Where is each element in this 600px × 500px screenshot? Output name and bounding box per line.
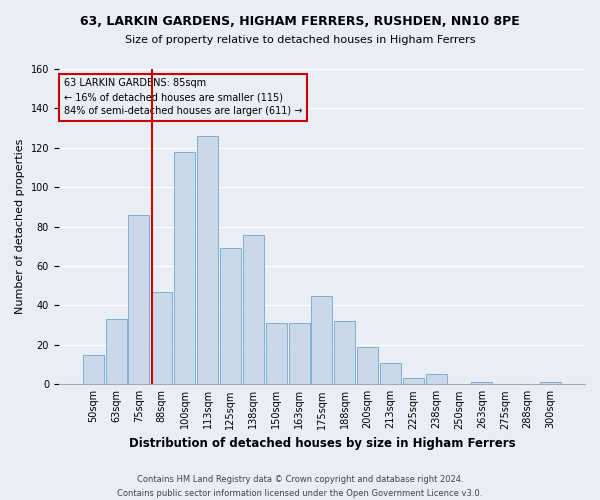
Bar [426, 374, 447, 384]
Bar [243, 234, 264, 384]
Bar [174, 152, 195, 384]
Bar [472, 382, 493, 384]
Bar [403, 378, 424, 384]
X-axis label: Distribution of detached houses by size in Higham Ferrers: Distribution of detached houses by size … [128, 437, 515, 450]
Bar [220, 248, 241, 384]
Bar [128, 215, 149, 384]
Bar [151, 292, 172, 384]
Bar [311, 296, 332, 384]
Text: Size of property relative to detached houses in Higham Ferrers: Size of property relative to detached ho… [125, 35, 475, 45]
Text: 63, LARKIN GARDENS, HIGHAM FERRERS, RUSHDEN, NN10 8PE: 63, LARKIN GARDENS, HIGHAM FERRERS, RUSH… [80, 15, 520, 28]
Bar [334, 321, 355, 384]
Bar [266, 323, 287, 384]
Bar [289, 323, 310, 384]
Bar [83, 354, 104, 384]
Bar [540, 382, 561, 384]
Y-axis label: Number of detached properties: Number of detached properties [15, 139, 25, 314]
Bar [106, 320, 127, 384]
Bar [380, 362, 401, 384]
Bar [357, 347, 378, 385]
Bar [197, 136, 218, 384]
Text: 63 LARKIN GARDENS: 85sqm
← 16% of detached houses are smaller (115)
84% of semi-: 63 LARKIN GARDENS: 85sqm ← 16% of detach… [64, 78, 302, 116]
Text: Contains HM Land Registry data © Crown copyright and database right 2024.
Contai: Contains HM Land Registry data © Crown c… [118, 476, 482, 498]
